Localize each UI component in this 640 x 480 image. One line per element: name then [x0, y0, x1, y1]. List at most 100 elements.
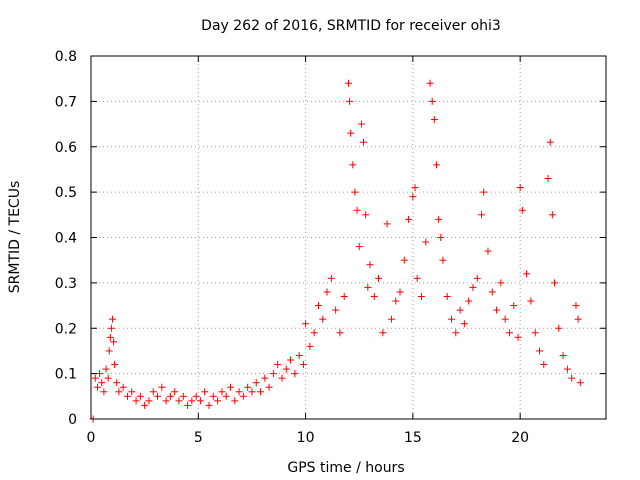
x-tick-label: 10	[297, 430, 315, 446]
data-point	[123, 392, 131, 400]
data-point	[460, 320, 468, 328]
data-point	[510, 302, 518, 310]
data-point	[104, 374, 112, 382]
data-point	[149, 388, 157, 396]
data-point	[417, 292, 425, 300]
data-point	[192, 392, 200, 400]
data-point	[568, 374, 576, 382]
data-point	[426, 79, 434, 87]
data-point	[248, 388, 256, 396]
data-point	[501, 315, 509, 323]
data-point	[226, 383, 234, 391]
data-point	[261, 374, 269, 382]
data-point	[244, 383, 252, 391]
data-point	[559, 351, 567, 359]
x-tick-label: 20	[511, 430, 529, 446]
data-point	[563, 365, 571, 373]
chart-title: Day 262 of 2016, SRMTID for receiver ohi…	[201, 18, 501, 34]
data-point	[113, 379, 121, 387]
data-point	[514, 333, 522, 341]
data-point	[572, 302, 580, 310]
data-point	[162, 397, 170, 405]
data-point	[443, 292, 451, 300]
y-tick-label: 0.4	[55, 231, 77, 247]
data-point	[209, 392, 217, 400]
data-point	[239, 392, 247, 400]
data-point	[108, 315, 116, 323]
data-point	[544, 175, 552, 183]
y-tick-label: 0.3	[55, 276, 77, 292]
x-axis-label: GPS time / hours	[287, 460, 404, 476]
data-point	[110, 338, 118, 346]
data-point	[546, 138, 554, 146]
data-point	[175, 397, 183, 405]
data-point	[154, 392, 162, 400]
data-point	[493, 306, 501, 314]
y-tick-label: 0.8	[55, 49, 77, 65]
data-point	[345, 79, 352, 87]
data-point	[184, 401, 192, 409]
x-tick-label: 5	[194, 430, 203, 446]
data-point	[347, 129, 355, 137]
data-point	[295, 351, 303, 359]
grid-layer	[91, 56, 606, 419]
data-point	[93, 383, 101, 391]
data-point	[287, 356, 295, 364]
data-point	[274, 361, 282, 369]
data-point	[205, 401, 213, 409]
data-point	[523, 270, 531, 278]
data-point	[555, 324, 563, 332]
data-point	[188, 397, 196, 405]
data-point	[383, 220, 391, 228]
data-point	[400, 256, 408, 264]
data-point	[299, 361, 307, 369]
data-point	[456, 306, 464, 314]
y-axis-label: SRMTID / TECUs	[7, 181, 23, 294]
data-point	[353, 206, 361, 214]
data-point	[196, 397, 204, 405]
data-point	[535, 347, 543, 355]
data-point	[435, 215, 443, 223]
data-point	[314, 302, 322, 310]
data-point	[379, 329, 387, 337]
y-tick-label: 0.5	[55, 185, 77, 201]
data-point	[102, 365, 110, 373]
data-point	[439, 256, 447, 264]
data-point	[319, 315, 327, 323]
data-point	[370, 292, 378, 300]
data-point	[332, 306, 340, 314]
data-point	[574, 315, 582, 323]
data-point	[396, 288, 404, 296]
data-point	[364, 283, 372, 291]
data-point	[171, 388, 179, 396]
data-point	[551, 279, 558, 287]
data-point	[158, 383, 166, 391]
data-point	[540, 361, 548, 369]
data-point	[362, 211, 370, 219]
data-point	[488, 288, 496, 296]
data-point	[387, 315, 395, 323]
data-point	[128, 388, 136, 396]
data-point	[145, 397, 153, 405]
data-point	[96, 370, 104, 378]
data-point	[465, 297, 473, 305]
data-point	[411, 184, 419, 192]
data-point	[265, 383, 273, 391]
data-point	[484, 247, 492, 255]
data-point	[518, 206, 526, 214]
y-tick-label: 0	[68, 412, 77, 428]
data-point	[469, 283, 477, 291]
data-point	[111, 361, 119, 369]
data-point	[531, 329, 539, 337]
data-point	[98, 379, 106, 387]
y-tick-label: 0.1	[55, 367, 77, 383]
data-point	[497, 279, 505, 287]
data-point	[527, 297, 535, 305]
y-tick-label: 0.6	[55, 140, 77, 156]
data-point	[349, 161, 357, 169]
data-point	[291, 370, 299, 378]
data-point	[473, 274, 481, 282]
data-point	[516, 184, 524, 192]
data-point	[576, 379, 584, 387]
data-point	[107, 324, 115, 332]
